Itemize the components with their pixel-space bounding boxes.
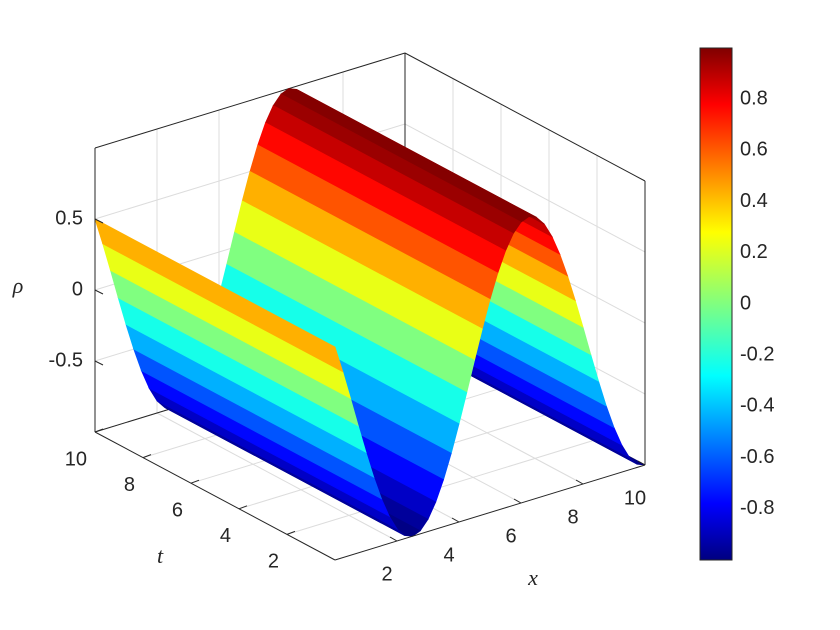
box-edge — [404, 52, 646, 182]
t-tick — [94, 428, 104, 433]
colorbar — [699, 47, 733, 561]
z-axis-label: ρ — [12, 273, 24, 298]
colorbar-tick-label: 0.8 — [740, 87, 768, 109]
colorbar-tick-label: -0.2 — [740, 343, 774, 365]
t-tick-label: 2 — [268, 551, 279, 573]
x-tick-label: 10 — [624, 487, 646, 509]
axes: 2 4 6 8 10 2 4 6 8 10 -0.5 0 0.5 -0.8 -0.6 -0.4 -0.2 0 0.2… — [49, 87, 775, 585]
grid-line — [404, 123, 646, 253]
z-tick — [94, 360, 104, 366]
z-tick — [94, 289, 104, 295]
t-tick — [238, 505, 248, 510]
t-tick — [142, 454, 152, 459]
t-tick — [286, 530, 296, 535]
grid-line — [156, 412, 398, 542]
t-tick-label: 4 — [220, 525, 231, 547]
z-tick — [94, 218, 104, 224]
box-edge — [94, 52, 406, 149]
t-tick — [190, 479, 200, 484]
z-tick-label: 0 — [72, 278, 83, 300]
colorbar-tick-label: -0.8 — [740, 497, 774, 519]
x-tick-label: 6 — [505, 525, 516, 547]
x-tick — [513, 498, 522, 504]
x-tick — [637, 460, 646, 466]
x-tick — [389, 536, 398, 542]
colorbar-tick-label: 0 — [740, 292, 751, 314]
t-axis-label: t — [157, 543, 164, 568]
colorbar-tick-label: 0.2 — [740, 241, 768, 263]
colorbar-tick-label: -0.4 — [740, 395, 774, 417]
t-tick-label: 6 — [172, 499, 183, 521]
x-tick-label: 8 — [567, 506, 578, 528]
colorbar-tick-label: -0.6 — [740, 446, 774, 468]
surface — [94, 88, 646, 537]
grid-line — [286, 438, 598, 535]
z-tick-label: 0.5 — [55, 207, 83, 229]
colorbar-tick-label: 0.4 — [740, 190, 768, 212]
surface-strip — [94, 218, 344, 373]
x-axis-label: x — [527, 565, 538, 590]
x-axis — [334, 464, 646, 561]
t-tick-label: 8 — [124, 474, 135, 496]
x-tick-label: 2 — [381, 563, 392, 585]
z-tick-label: -0.5 — [49, 349, 83, 371]
colorbar-tick-label: 0.6 — [740, 139, 768, 161]
x-tick — [575, 479, 584, 485]
t-tick-label: 10 — [65, 448, 87, 470]
x-tick-label: 4 — [443, 544, 454, 566]
t-axis — [94, 431, 336, 561]
x-tick — [451, 517, 460, 523]
